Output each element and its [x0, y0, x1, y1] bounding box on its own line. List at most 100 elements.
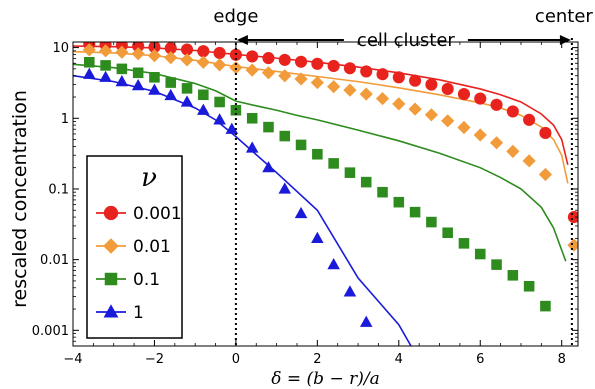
- legend-label-0.1: 0.1: [133, 270, 160, 290]
- data-point-0.1: [507, 270, 519, 281]
- data-point-1: [343, 285, 357, 297]
- data-point-0.01: [375, 91, 390, 106]
- data-point-0.1: [328, 158, 339, 169]
- data-point-0.01: [147, 49, 162, 63]
- data-point-0.001: [474, 92, 487, 105]
- x-tick-label: 4: [395, 352, 403, 367]
- data-point-0.01: [489, 136, 504, 150]
- data-point-0.001: [327, 59, 340, 72]
- data-point-0.1: [393, 196, 405, 208]
- data-point-0.1: [344, 167, 356, 178]
- legend-title: ν: [141, 163, 157, 193]
- data-point-0.001: [457, 88, 471, 101]
- x-tick-label: 8: [558, 352, 566, 367]
- data-markers: [82, 42, 578, 327]
- data-point-0.01: [180, 53, 194, 67]
- data-point-0.001: [246, 50, 259, 63]
- legend-label-1: 1: [133, 303, 144, 323]
- data-point-0.1: [84, 56, 95, 68]
- data-point-1: [311, 231, 324, 243]
- x-tick-label: −4: [63, 352, 82, 367]
- data-point-0.01: [310, 75, 324, 90]
- legend-marker-0.001: [103, 205, 119, 221]
- data-point-0.001: [262, 52, 275, 65]
- data-point-0.001: [180, 43, 194, 56]
- legend-items: 0.001 0.01 0.1 1: [96, 204, 182, 323]
- data-point-0.01: [441, 114, 455, 128]
- data-point-0.01: [522, 154, 536, 168]
- data-point-0.001: [295, 55, 308, 68]
- data-point-0.1: [491, 259, 502, 270]
- data-point-0.1: [377, 186, 388, 198]
- data-point-0.001: [539, 126, 552, 140]
- y-tick-label: 0.1: [48, 182, 69, 197]
- data-point-0.1: [426, 216, 437, 228]
- data-point-0.01: [392, 97, 406, 111]
- data-point-0.001: [409, 74, 422, 87]
- x-axis-label: δ = (b − r)/a: [271, 369, 379, 389]
- center-label: center: [535, 6, 594, 27]
- plot-frame: [72, 41, 579, 347]
- data-point-0.01: [327, 80, 341, 94]
- data-point-0.1: [214, 96, 225, 108]
- legend-label-0.001: 0.001: [133, 204, 182, 224]
- y-tick-label: 1: [61, 112, 69, 127]
- data-point-0.001: [278, 53, 291, 66]
- data-point-0.1: [279, 130, 291, 142]
- data-point-1: [115, 75, 129, 87]
- x-tick-label: 0: [232, 352, 240, 367]
- data-point-0.001: [523, 113, 536, 126]
- data-point-1: [180, 95, 194, 107]
- data-point-0.1: [474, 248, 486, 260]
- data-point-1: [278, 182, 292, 194]
- data-point-0.01: [261, 66, 276, 80]
- legend-box: [86, 155, 183, 339]
- data-point-0.001: [343, 62, 356, 75]
- legend-marker-1: [103, 304, 119, 318]
- data-point-0.1: [165, 77, 177, 88]
- data-point-1: [164, 88, 178, 101]
- data-point-1: [148, 83, 161, 95]
- data-point-0.1: [132, 67, 144, 79]
- data-point-1: [197, 103, 210, 115]
- data-point-0.001: [441, 82, 454, 95]
- data-point-0.01: [164, 51, 178, 65]
- data-point-1: [99, 70, 112, 82]
- data-point-0.01: [408, 102, 422, 116]
- data-point-0.01: [196, 55, 210, 69]
- data-point-0.001: [132, 42, 145, 53]
- data-point-0.01: [229, 61, 243, 75]
- data-point-0.001: [197, 45, 210, 58]
- data-point-0.001: [506, 105, 519, 118]
- y-axis-label: rescaled concentration: [9, 90, 31, 308]
- data-point-0.01: [457, 120, 471, 135]
- data-point-1: [359, 315, 373, 327]
- data-point-0.01: [131, 47, 145, 61]
- data-point-0.1: [116, 63, 128, 75]
- data-point-1: [225, 122, 239, 134]
- data-point-0.01: [424, 108, 438, 122]
- data-point-0.1: [360, 176, 372, 188]
- data-point-0.001: [567, 211, 578, 224]
- data-point-0.1: [181, 83, 193, 94]
- data-point-0.01: [359, 87, 373, 101]
- data-point-0.001: [376, 68, 389, 81]
- legend-label-0.01: 0.01: [133, 237, 171, 257]
- data-point-1: [262, 161, 275, 173]
- data-point-0.001: [490, 98, 503, 111]
- data-point-0.1: [230, 104, 242, 116]
- fit-curve-0.1: [73, 63, 567, 262]
- y-tick-label: 0.001: [32, 324, 69, 339]
- data-point-0.001: [425, 78, 438, 91]
- data-point-0.1: [100, 60, 111, 71]
- data-point-0.01: [294, 72, 308, 86]
- data-point-0.001: [311, 57, 324, 70]
- data-point-0.1: [149, 72, 160, 83]
- edge-label: edge: [213, 6, 258, 27]
- data-point-0.1: [263, 121, 274, 133]
- data-point-0.01: [82, 43, 96, 57]
- data-point-0.1: [540, 300, 551, 312]
- data-point-0.01: [115, 45, 129, 59]
- data-point-0.001: [392, 71, 405, 84]
- cell-cluster-label: cell cluster: [357, 30, 456, 51]
